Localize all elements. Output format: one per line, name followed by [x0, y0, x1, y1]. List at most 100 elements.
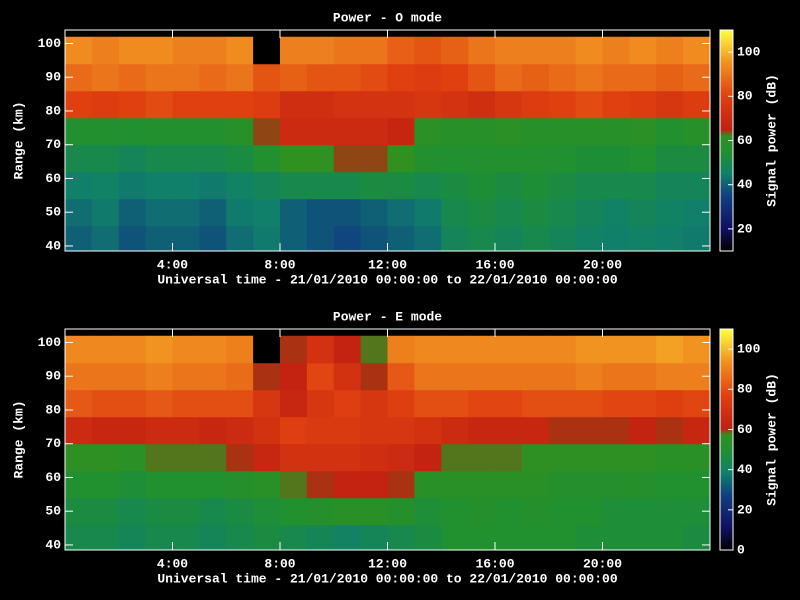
cell	[387, 171, 415, 200]
cell	[226, 144, 254, 173]
cell	[495, 198, 523, 227]
cell	[306, 362, 335, 391]
cell	[91, 335, 120, 364]
y-tick-label: 90	[45, 70, 61, 85]
cell	[65, 335, 93, 364]
cell	[199, 362, 227, 391]
cell	[145, 90, 173, 119]
cell	[360, 443, 388, 472]
x-axis-label: Universal time - 21/01/2010 00:00:00 to …	[157, 272, 617, 287]
cell	[253, 470, 281, 499]
cell	[360, 497, 388, 526]
cell	[145, 225, 173, 251]
cell	[360, 171, 388, 200]
cell	[387, 416, 415, 445]
cell	[226, 90, 254, 119]
cell	[253, 36, 281, 65]
cell	[468, 90, 496, 119]
cell	[548, 497, 577, 526]
cell	[414, 497, 442, 526]
cell	[468, 171, 496, 200]
cell	[199, 90, 227, 119]
cell	[468, 36, 496, 65]
cell	[414, 90, 442, 119]
cell	[575, 389, 603, 418]
cell	[629, 36, 657, 65]
cell	[172, 144, 200, 173]
cell	[360, 389, 388, 418]
cell	[683, 144, 710, 173]
cell	[575, 90, 603, 119]
cell	[468, 470, 496, 499]
cell	[656, 63, 684, 92]
cell	[468, 497, 496, 526]
cell	[172, 362, 200, 391]
cell	[521, 198, 550, 227]
cell	[118, 335, 147, 364]
cell	[575, 362, 603, 391]
cell	[548, 335, 577, 364]
cell	[629, 225, 657, 251]
cell	[333, 63, 362, 92]
y-tick-label: 40	[45, 238, 61, 253]
cell	[333, 335, 362, 364]
cell	[575, 36, 603, 65]
cell	[172, 335, 200, 364]
cell	[253, 171, 281, 200]
cell	[414, 389, 442, 418]
cell	[145, 144, 173, 173]
y-tick-label: 70	[45, 137, 61, 152]
cell	[387, 36, 415, 65]
cell	[145, 171, 173, 200]
cell	[441, 171, 469, 200]
cell	[360, 416, 388, 445]
cell	[226, 416, 254, 445]
cell	[548, 63, 577, 92]
cell	[118, 144, 147, 173]
cell	[91, 443, 120, 472]
colorbar-tick-label: 40	[737, 177, 753, 192]
cell	[656, 198, 684, 227]
cell	[280, 443, 308, 472]
y-tick-label: 70	[45, 436, 61, 451]
cell	[199, 117, 227, 146]
cell	[253, 335, 281, 364]
cell	[91, 117, 120, 146]
cell	[91, 171, 120, 200]
cell	[414, 470, 442, 499]
cell	[683, 335, 710, 364]
cell	[441, 144, 469, 173]
cell	[495, 389, 523, 418]
cell	[199, 171, 227, 200]
cell	[575, 144, 603, 173]
cell	[387, 470, 415, 499]
cell	[521, 389, 550, 418]
cell	[172, 497, 200, 526]
cell	[333, 470, 362, 499]
x-tick-label: 8:00	[264, 257, 295, 272]
cell	[65, 90, 93, 119]
cell	[253, 117, 281, 146]
x-tick-label: 20:00	[583, 556, 622, 571]
cell	[280, 416, 308, 445]
cell	[548, 198, 577, 227]
cell	[495, 443, 523, 472]
cell	[91, 225, 120, 251]
y-tick-label: 40	[45, 537, 61, 552]
cell	[683, 443, 710, 472]
y-tick-label: 90	[45, 369, 61, 384]
cell	[199, 470, 227, 499]
cell	[306, 443, 335, 472]
cell	[629, 90, 657, 119]
cell	[145, 416, 173, 445]
cell	[145, 497, 173, 526]
cell	[495, 470, 523, 499]
cell	[683, 90, 710, 119]
cell	[495, 362, 523, 391]
y-tick-label: 80	[45, 402, 61, 417]
cell	[253, 497, 281, 526]
cell	[172, 524, 200, 550]
cell	[253, 90, 281, 119]
cell	[280, 389, 308, 418]
cell	[521, 416, 550, 445]
